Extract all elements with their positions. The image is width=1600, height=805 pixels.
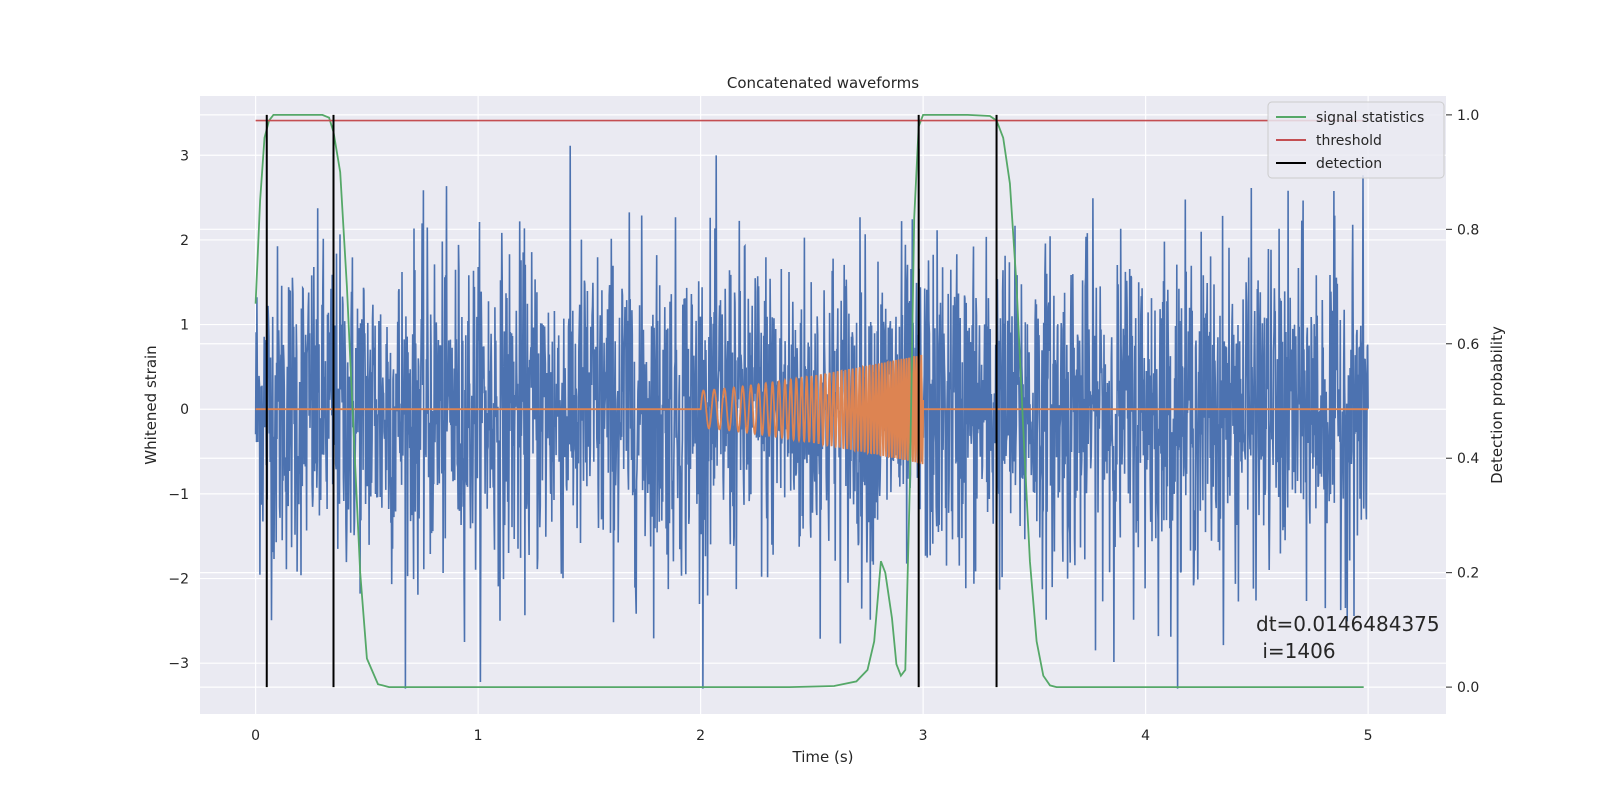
y-tick-label: 1	[180, 318, 189, 334]
y-tick-label: 3	[180, 148, 189, 164]
y-axis-label: Whitened strain	[142, 345, 160, 464]
signal-statistics-line	[254, 114, 1364, 688]
strain-noise-line	[254, 145, 1369, 689]
x-tick-label: 3	[919, 728, 928, 744]
x-tick-label: 2	[696, 728, 705, 744]
annotation-i: i=1406	[1256, 639, 1336, 663]
legend-label: detection	[1316, 156, 1382, 172]
y-tick-label: −3	[168, 656, 189, 672]
x-tick-label: 0	[251, 728, 260, 744]
y2-tick-label: 0.0	[1457, 680, 1479, 696]
annotation-dt: dt=0.0146484375	[1256, 612, 1440, 636]
y-tick-label: 2	[180, 233, 189, 249]
legend-box	[1267, 101, 1445, 179]
y2-tick-label: 0.8	[1457, 222, 1479, 238]
x-tick-label: 5	[1364, 728, 1373, 744]
y2-tick-label: 0.4	[1457, 451, 1479, 467]
y2-axis-label: Detection probability	[1488, 326, 1506, 484]
x-tick-label: 4	[1141, 728, 1150, 744]
waveform-line	[255, 353, 1369, 465]
x-tick-label: 1	[474, 728, 483, 744]
y2-tick-label: 1.0	[1457, 108, 1479, 124]
data-layer	[254, 114, 1369, 689]
chart-title: Concatenated waveforms	[727, 74, 919, 92]
x-axis-label: Time (s)	[792, 748, 854, 766]
y2-tick-label: 0.6	[1457, 337, 1479, 353]
legend: signal statistics threshold detection	[1267, 101, 1445, 179]
legend-label: signal statistics	[1316, 110, 1424, 126]
y-tick-label: −2	[168, 572, 189, 588]
y-tick-label: 0	[180, 402, 189, 418]
y2-tick-label: 0.2	[1457, 566, 1479, 582]
legend-label: threshold	[1316, 133, 1382, 149]
tick-layer: 0 1 2 3 4 5 −3 −2 −1 0 1 2 3 0.0 0.2 0.4 0.6 0.8 1.0	[168, 108, 1479, 744]
y-tick-label: −1	[168, 487, 189, 503]
